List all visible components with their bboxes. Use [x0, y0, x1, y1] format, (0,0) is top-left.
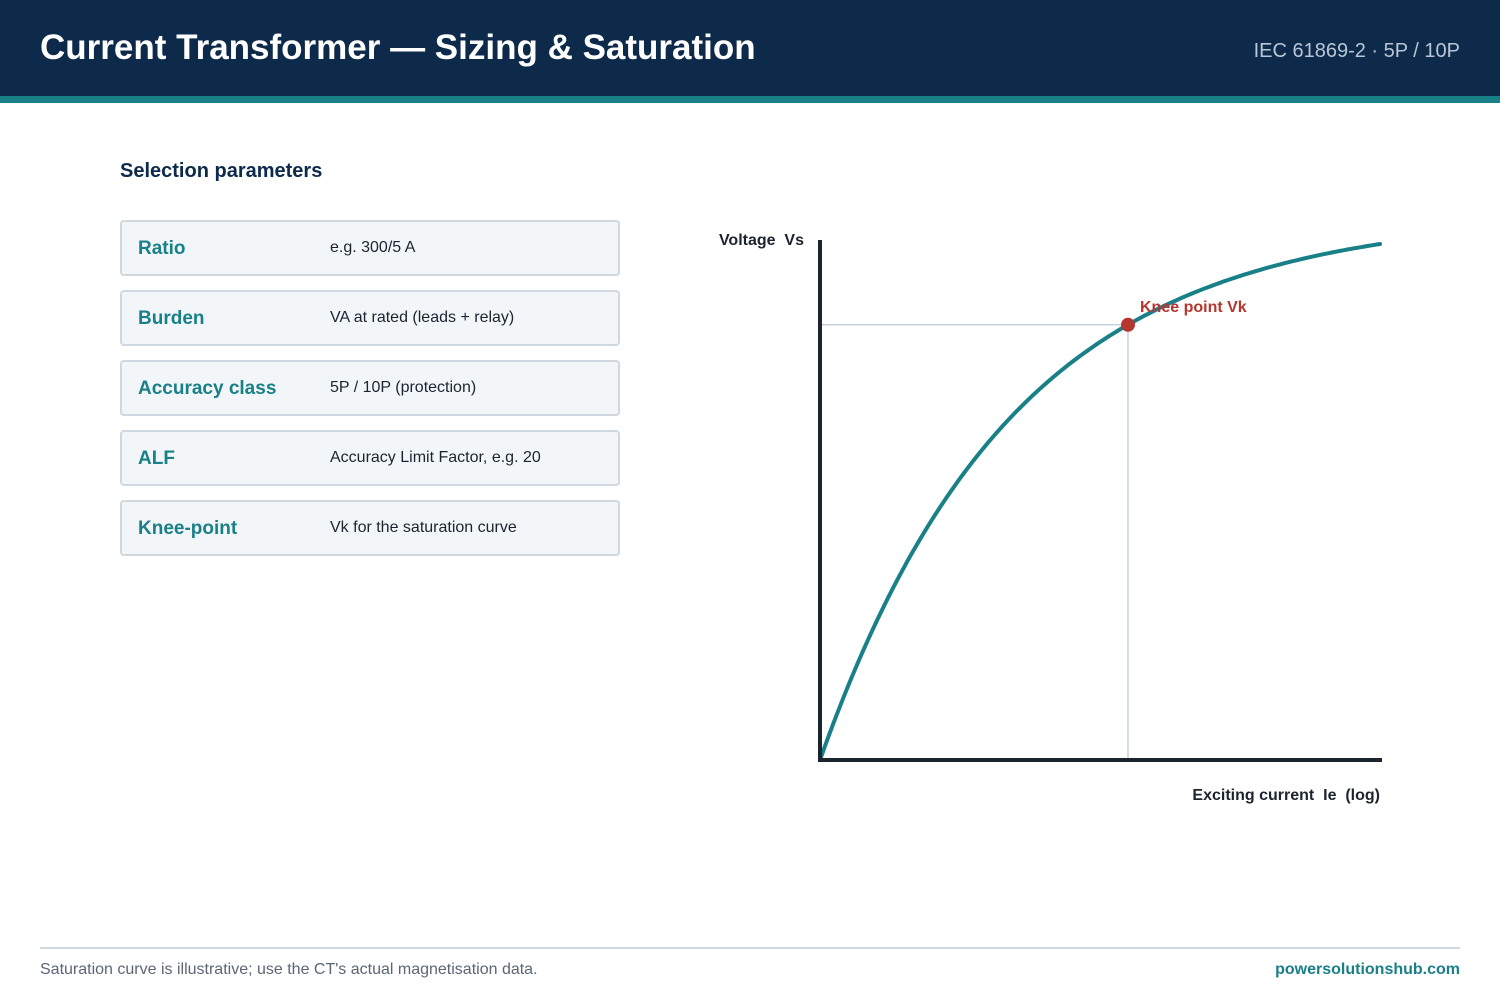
param-row-knee-point: Knee-point Vk for the saturation curve: [120, 500, 620, 556]
param-description: Vk for the saturation curve: [330, 519, 517, 536]
page-title: Current Transformer — Sizing & Saturatio…: [40, 28, 756, 67]
y-axis-label: Voltage Vs: [719, 232, 804, 249]
footer-brand-link[interactable]: powersolutionshub.com: [1275, 961, 1460, 978]
footer-note: Saturation curve is illustrative; use th…: [40, 961, 538, 978]
param-name: Ratio: [138, 238, 186, 259]
section-title: Selection parameters: [120, 160, 323, 182]
param-row-accuracy-class: Accuracy class 5P / 10P (protection): [120, 360, 620, 416]
param-row-burden: Burden VA at rated (leads + relay): [120, 290, 620, 346]
param-description: 5P / 10P (protection): [330, 379, 477, 396]
standard-subtitle: IEC 61869-2 · 5P / 10P: [1253, 40, 1460, 62]
param-row-alf: ALF Accuracy Limit Factor, e.g. 20: [120, 430, 620, 486]
param-name: Burden: [138, 308, 205, 329]
knee-point-marker: [1121, 317, 1135, 332]
header-accent-stripe: [0, 96, 1500, 103]
param-description: e.g. 300/5 A: [330, 239, 416, 256]
knee-point-label: Knee point Vk: [1140, 299, 1247, 316]
param-description: Accuracy Limit Factor, e.g. 20: [330, 449, 541, 466]
footer-divider: [40, 947, 1460, 949]
param-name: Knee-point: [138, 518, 238, 539]
saturation-curve: [818, 242, 1382, 762]
param-name: Accuracy class: [138, 378, 277, 399]
header-bar: [0, 0, 1500, 96]
param-name: ALF: [138, 448, 175, 469]
x-axis-label: Exciting current Ie (log): [1192, 787, 1380, 804]
parameter-list: Ratio e.g. 300/5 A Burden VA at rated (l…: [120, 220, 620, 570]
param-description: VA at rated (leads + relay): [330, 309, 515, 326]
param-row-ratio: Ratio e.g. 300/5 A: [120, 220, 620, 276]
